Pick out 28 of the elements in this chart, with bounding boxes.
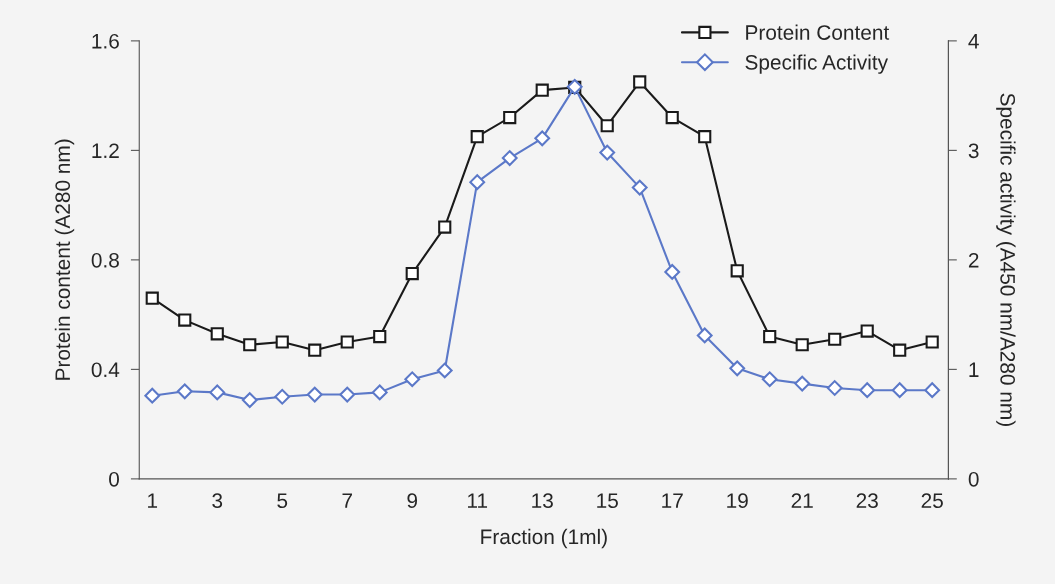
- y-tick-label: 0.8: [91, 252, 119, 268]
- y-axis-title: Protein content (A280 nm): [54, 139, 75, 380]
- x-tick-label: 13: [532, 493, 553, 509]
- legend-label: Specific Activity: [745, 54, 889, 74]
- y-tick-label: 0.4: [91, 362, 120, 378]
- y2-tick-label: 0: [968, 471, 979, 487]
- y2-axis-title: Specific activity (A450 nm/A280 nm): [996, 93, 1016, 426]
- x-tick-label: 11: [468, 493, 488, 508]
- y2-tick-label: 4: [968, 34, 979, 49]
- y-tick-label: 1.6: [92, 33, 119, 49]
- x-tick-label: 1: [148, 493, 158, 508]
- x-tick-label: 3: [212, 493, 223, 509]
- y-tick-label: 0: [109, 471, 119, 487]
- y2-tick-label: 2: [968, 252, 979, 268]
- x-tick-label: 17: [662, 493, 683, 508]
- x-tick-label: 7: [342, 493, 352, 508]
- y-tick-label: 1.2: [92, 143, 119, 158]
- x-tick-label: 23: [856, 493, 878, 509]
- x-tick-label: 19: [727, 493, 748, 509]
- x-tick-label: 15: [597, 493, 618, 509]
- y2-tick-label: 1: [969, 362, 979, 377]
- y2-tick-label: 3: [968, 143, 979, 159]
- x-tick-label: 21: [791, 493, 813, 508]
- x-tick-label: 5: [277, 493, 288, 509]
- x-axis-title: Fraction (1ml): [481, 528, 607, 549]
- legend-label: Protein Content: [746, 24, 890, 40]
- x-tick-label: 9: [407, 493, 418, 509]
- x-tick-label: 25: [921, 493, 943, 509]
